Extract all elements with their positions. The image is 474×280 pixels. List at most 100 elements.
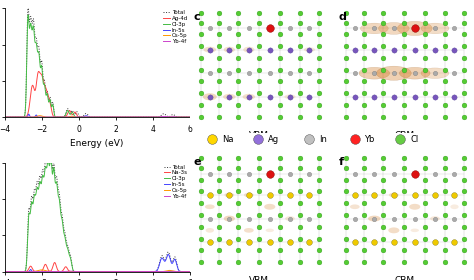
Ellipse shape xyxy=(421,23,449,34)
Yb-4f xyxy=(161,115,166,118)
Na-3s xyxy=(187,270,192,273)
Ellipse shape xyxy=(397,21,432,36)
Cs-5p xyxy=(144,115,150,119)
Yb-4f xyxy=(187,270,192,273)
Ellipse shape xyxy=(304,47,315,52)
Total xyxy=(183,270,189,273)
Cl-3p xyxy=(2,115,8,119)
Ag-4d xyxy=(36,70,42,73)
Cs-5p xyxy=(73,115,79,119)
Ellipse shape xyxy=(225,193,234,197)
In-5s xyxy=(164,115,169,119)
Na-3s xyxy=(81,270,87,273)
Ag-4d xyxy=(34,79,40,82)
Cl-3p xyxy=(187,270,192,273)
Cl-3p xyxy=(73,115,79,119)
Line: In-5s: In-5s xyxy=(5,255,190,272)
Yb-4f xyxy=(34,115,40,119)
Ellipse shape xyxy=(350,204,360,209)
Cs-5p xyxy=(187,270,192,273)
Legend: Total, Ag-4d, Cl-3p, In-5s, Cs-5p, Yb-4f: Total, Ag-4d, Cl-3p, In-5s, Cs-5p, Yb-4f xyxy=(163,10,189,45)
Cl-3p xyxy=(73,270,79,273)
Yb-4f xyxy=(183,115,189,119)
Text: CBM: CBM xyxy=(394,131,414,140)
In-5s xyxy=(73,115,79,119)
Line: Yb-4f: Yb-4f xyxy=(5,116,190,117)
Line: Total: Total xyxy=(5,8,190,117)
In-5s xyxy=(183,115,189,119)
Na-3s xyxy=(34,270,40,273)
Total xyxy=(34,181,40,184)
In-5s xyxy=(187,115,192,119)
Yb-4f xyxy=(163,115,169,118)
In-5s xyxy=(23,115,28,119)
Total xyxy=(73,270,79,273)
Cl-3p xyxy=(34,45,40,49)
Ellipse shape xyxy=(203,93,217,100)
Text: c: c xyxy=(194,12,201,22)
Text: VBM: VBM xyxy=(249,131,269,140)
Ellipse shape xyxy=(223,94,236,100)
Total xyxy=(2,270,8,273)
Cs-5p xyxy=(23,115,28,119)
In-5s xyxy=(81,270,87,273)
Total xyxy=(164,256,169,259)
Na-3s xyxy=(73,270,79,273)
Cl-3p xyxy=(81,270,87,273)
In-5s xyxy=(140,115,146,119)
In-5s xyxy=(73,270,79,273)
Yb-4f xyxy=(163,270,169,273)
Line: Cs-5p: Cs-5p xyxy=(5,270,190,272)
In-5s xyxy=(165,253,171,256)
Cs-5p xyxy=(2,115,8,119)
Yb-4f xyxy=(73,270,79,273)
Ag-4d xyxy=(2,115,8,119)
Cl-3p xyxy=(183,115,189,119)
Cl-3p xyxy=(23,267,28,271)
Cs-5p xyxy=(81,115,87,119)
In-5s xyxy=(23,270,28,273)
Text: Yb: Yb xyxy=(365,135,375,144)
Ellipse shape xyxy=(285,216,295,221)
Line: Yb-4f: Yb-4f xyxy=(5,271,190,272)
Ellipse shape xyxy=(206,228,214,233)
In-5s xyxy=(163,258,169,261)
Ellipse shape xyxy=(430,216,440,221)
Cs-5p xyxy=(73,270,79,273)
X-axis label: Energy (eV): Energy (eV) xyxy=(71,139,124,148)
Total xyxy=(25,7,31,10)
Text: Na: Na xyxy=(222,135,234,144)
Ellipse shape xyxy=(410,228,419,232)
In-5s xyxy=(81,115,87,118)
Ellipse shape xyxy=(243,47,255,53)
Total xyxy=(187,270,192,273)
Total xyxy=(187,115,192,119)
Yb-4f xyxy=(2,115,8,119)
Text: d: d xyxy=(339,12,346,22)
Yb-4f xyxy=(187,115,192,119)
Ellipse shape xyxy=(243,94,255,100)
Cs-5p xyxy=(34,115,40,118)
Cs-5p xyxy=(39,268,45,272)
In-5s xyxy=(187,270,192,273)
Ellipse shape xyxy=(389,193,399,197)
Na-3s xyxy=(2,270,8,273)
Ellipse shape xyxy=(421,68,449,78)
Ellipse shape xyxy=(359,67,390,79)
Total xyxy=(163,114,169,117)
Total xyxy=(101,270,107,273)
Total xyxy=(2,115,8,119)
Line: Ag-4d: Ag-4d xyxy=(5,71,190,117)
Cl-3p xyxy=(25,13,31,17)
Ellipse shape xyxy=(205,204,215,209)
Cs-5p xyxy=(23,270,28,273)
Line: Cs-5p: Cs-5p xyxy=(5,116,190,117)
Cl-3p xyxy=(164,270,169,273)
In-5s xyxy=(34,114,40,117)
Text: Ag: Ag xyxy=(268,135,279,144)
Ag-4d xyxy=(164,115,169,119)
Cs-5p xyxy=(164,269,169,273)
Yb-4f xyxy=(23,270,28,273)
Yb-4f xyxy=(2,270,8,273)
Cs-5p xyxy=(34,269,40,273)
